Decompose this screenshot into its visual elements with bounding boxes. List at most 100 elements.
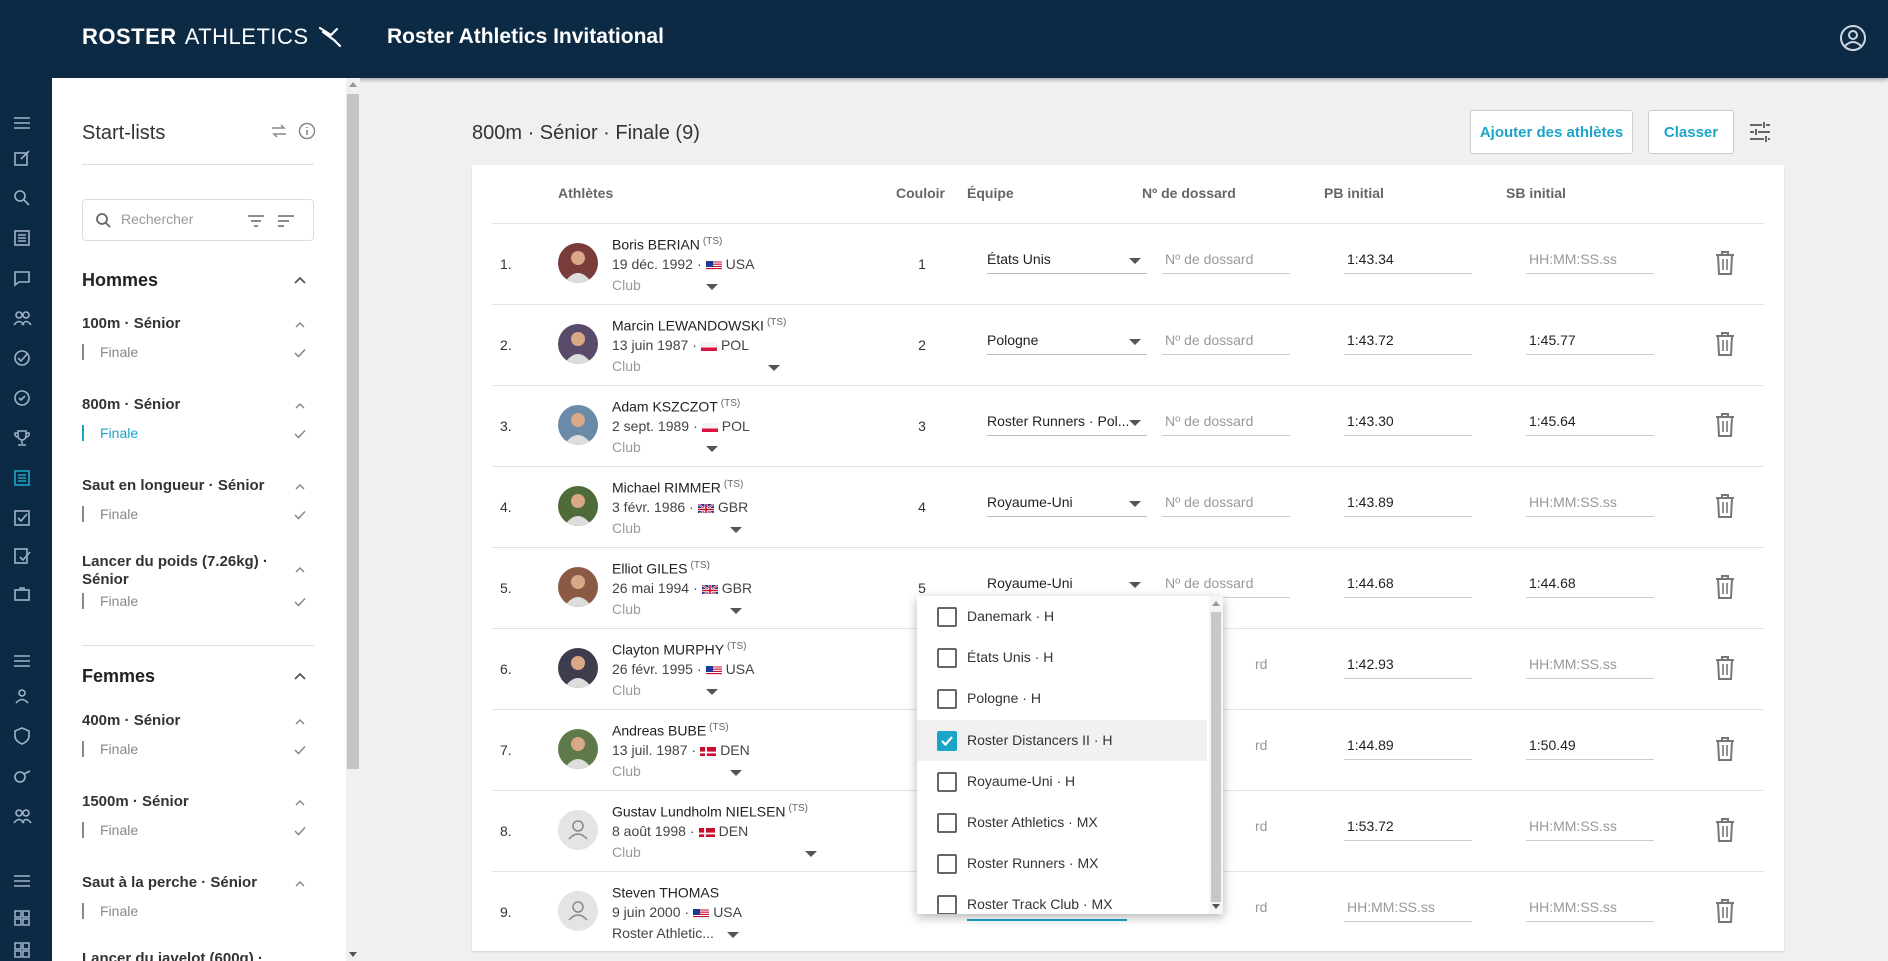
pb-input[interactable]: 1:42.93 <box>1344 649 1472 679</box>
chat-icon[interactable] <box>12 268 32 288</box>
column-header-sb[interactable]: SB initial <box>1506 185 1566 201</box>
checkbox-icon[interactable] <box>937 648 957 669</box>
scroll-up-arrow-icon[interactable] <box>349 81 357 87</box>
chevron-up-icon[interactable] <box>293 399 307 413</box>
checkbox-icon[interactable] <box>937 771 957 792</box>
group-icon[interactable] <box>12 806 32 826</box>
checkbox-icon[interactable] <box>937 689 957 710</box>
round-item[interactable]: Finale <box>82 741 138 757</box>
dropdown-option[interactable]: Roster Athletics · MX <box>917 802 1207 843</box>
delete-icon[interactable] <box>1714 898 1736 924</box>
athlete-name[interactable]: Steven THOMAS <box>612 884 722 901</box>
person-icon[interactable] <box>12 686 32 706</box>
list-icon[interactable] <box>12 228 32 248</box>
chevron-down-icon[interactable] <box>730 608 742 614</box>
event-name[interactable]: 400m · Sénior <box>82 712 181 729</box>
chevron-up-icon[interactable] <box>293 480 307 494</box>
team-select[interactable]: Royaume-Uni <box>987 568 1147 598</box>
sb-input[interactable]: HH:MM:SS.ss <box>1526 811 1654 841</box>
sb-input[interactable]: HH:MM:SS.ss <box>1526 649 1654 679</box>
team-select-underline[interactable] <box>967 919 1127 921</box>
grid-icon[interactable] <box>12 908 32 928</box>
lane-number[interactable]: 1 <box>918 256 926 272</box>
chevron-down-icon[interactable] <box>730 770 742 776</box>
delete-icon[interactable] <box>1714 655 1736 681</box>
group-title-femmes[interactable]: Femmes <box>82 666 156 686</box>
startlist-icon[interactable] <box>12 468 32 488</box>
bib-input[interactable]: Nº de dossard <box>1162 325 1290 355</box>
scroll-down-arrow-icon[interactable] <box>1212 904 1220 910</box>
bib-input[interactable]: rd <box>1255 818 1268 834</box>
scroll-down-arrow-icon[interactable] <box>349 952 357 958</box>
sb-input[interactable]: HH:MM:SS.ss <box>1526 244 1654 274</box>
sort-icon[interactable] <box>277 213 295 229</box>
bib-input[interactable]: rd <box>1255 656 1268 672</box>
menu-icon[interactable] <box>12 651 32 671</box>
delete-icon[interactable] <box>1714 412 1736 438</box>
delete-icon[interactable] <box>1714 331 1736 357</box>
whistle-icon[interactable] <box>12 766 32 786</box>
rank-button[interactable]: Classer <box>1648 110 1734 154</box>
sb-input[interactable]: 1:50.49 <box>1526 730 1654 760</box>
round-item[interactable]: Finale <box>82 506 138 522</box>
people-icon[interactable] <box>12 308 32 328</box>
column-header-team[interactable]: Équipe <box>967 185 1014 201</box>
chevron-down-icon[interactable] <box>768 365 780 371</box>
team-select[interactable]: Royaume-Uni <box>987 487 1147 517</box>
dropdown-option[interactable]: Roster Track Club · MX <box>917 884 1207 914</box>
delete-icon[interactable] <box>1714 574 1736 600</box>
checkbox-icon[interactable] <box>937 813 957 833</box>
dropdown-option[interactable]: Danemark · H <box>917 596 1207 637</box>
edit-icon[interactable] <box>12 148 32 168</box>
pb-input[interactable]: 1:43.30 <box>1344 406 1472 436</box>
pb-input[interactable]: HH:MM:SS.ss <box>1344 892 1472 922</box>
delete-icon[interactable] <box>1714 736 1736 762</box>
account-circle-icon[interactable] <box>1838 23 1868 53</box>
chevron-down-icon[interactable] <box>805 851 817 857</box>
club-select[interactable]: Club <box>612 358 641 374</box>
group-title-hommes[interactable]: Hommes <box>82 270 159 290</box>
menu-icon[interactable] <box>12 871 32 891</box>
lane-number[interactable]: 5 <box>918 580 926 596</box>
shield-icon[interactable] <box>12 726 32 746</box>
athlete-name[interactable]: Elliot GILES (TS) <box>612 560 710 577</box>
delete-icon[interactable] <box>1714 817 1736 843</box>
sb-input[interactable]: 1:45.77 <box>1526 325 1654 355</box>
info-icon[interactable] <box>298 122 316 140</box>
event-name[interactable]: Lancer du javelot (600g) · <box>82 950 263 961</box>
club-select[interactable]: Club <box>612 277 641 293</box>
pb-input[interactable]: 1:43.34 <box>1344 244 1472 274</box>
delete-icon[interactable] <box>1714 250 1736 276</box>
chevron-down-icon[interactable] <box>706 689 718 695</box>
search-icon[interactable] <box>12 188 32 208</box>
bib-input[interactable]: rd <box>1255 737 1268 753</box>
check-circle-icon[interactable] <box>12 348 32 368</box>
menu-icon[interactable] <box>12 113 32 133</box>
dropdown-option[interactable]: Pologne · H <box>917 678 1207 719</box>
chevron-up-icon[interactable] <box>293 273 307 287</box>
dropdown-option[interactable]: Royaume-Uni · H <box>917 761 1207 802</box>
dropdown-option[interactable]: Roster Distancers II · H <box>917 719 1207 761</box>
add-athletes-button[interactable]: Ajouter des athlètes <box>1470 110 1633 154</box>
dropdown-option[interactable]: Roster Runners · MX <box>917 843 1207 884</box>
sb-input[interactable]: HH:MM:SS.ss <box>1526 892 1654 922</box>
chevron-up-icon[interactable] <box>293 563 307 577</box>
event-name[interactable]: Saut à la perche · Sénior <box>82 874 258 891</box>
chevron-down-icon[interactable] <box>727 932 739 938</box>
scrollbar-thumb[interactable] <box>347 94 359 769</box>
sb-input[interactable]: 1:44.68 <box>1526 568 1654 598</box>
club-select[interactable]: Club <box>612 520 641 536</box>
event-name[interactable]: Lancer du poids (7.26kg) · Sénior <box>82 553 268 588</box>
briefcase-icon[interactable] <box>12 584 32 604</box>
bib-input[interactable]: rd <box>1255 899 1268 915</box>
tune-settings-icon[interactable] <box>1748 120 1772 144</box>
event-name[interactable]: 800m · Sénior <box>82 396 181 413</box>
pb-input[interactable]: 1:43.89 <box>1344 487 1472 517</box>
checklist-icon[interactable] <box>12 546 32 566</box>
event-name[interactable]: 100m · Sénior <box>82 315 181 332</box>
column-header-pb[interactable]: PB initial <box>1324 185 1384 201</box>
chevron-down-icon[interactable] <box>706 284 718 290</box>
pb-input[interactable]: 1:53.72 <box>1344 811 1472 841</box>
round-item[interactable]: Finale <box>82 344 138 360</box>
trophy-icon[interactable] <box>12 428 32 448</box>
